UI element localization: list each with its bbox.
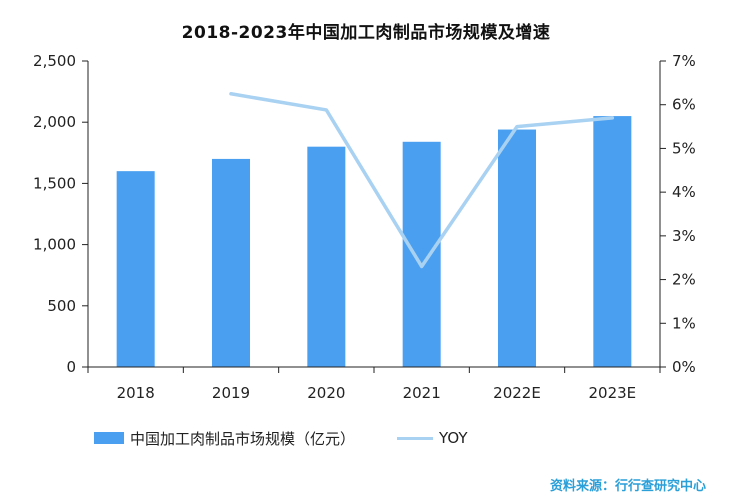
legend-label-line: YOY (439, 429, 468, 447)
legend-label-bar: 中国加工肉制品市场规模（亿元） (130, 429, 356, 448)
bar-2018 (116, 171, 155, 367)
chart-title: 2018-2023年中国加工肉制品市场规模及增速 (181, 23, 551, 43)
left-tick-label: 2,500 (33, 52, 76, 70)
x-tick-label: 2022E (493, 384, 541, 402)
left-tick-label: 500 (47, 297, 76, 315)
source-note: 资料来源：行行查研究中心 (549, 479, 706, 494)
left-tick-label: 0 (66, 358, 76, 376)
bar-2021 (402, 141, 441, 367)
bar-2020 (307, 146, 346, 367)
right-tick-label: 4% (672, 183, 696, 201)
right-tick-label: 7% (672, 52, 696, 70)
x-tick-label: 2023E (589, 384, 637, 402)
right-tick-label: 2% (672, 271, 696, 289)
x-tick-label: 2021 (403, 384, 441, 402)
bar-2019 (212, 158, 250, 367)
right-tick-label: 5% (672, 139, 696, 157)
bar-2022E (498, 129, 536, 367)
legend: 中国加工肉制品市场规模（亿元） YOY (94, 428, 468, 448)
x-tick-label: 2020 (307, 384, 345, 402)
left-tick-label: 2,000 (33, 113, 76, 131)
right-tick-label: 3% (672, 227, 696, 245)
right-tick-label: 6% (672, 96, 696, 114)
right-tick-label: 1% (672, 314, 696, 332)
x-tick-label: 2019 (212, 384, 250, 402)
right-tick-label: 0% (672, 358, 696, 376)
x-tick-label: 2018 (117, 384, 155, 402)
left-tick-label: 1,500 (33, 174, 76, 192)
legend-swatch-bar (94, 432, 124, 444)
bar-2023E (593, 116, 632, 367)
legend-swatch-line (397, 436, 434, 440)
left-tick-label: 1,000 (33, 236, 76, 254)
